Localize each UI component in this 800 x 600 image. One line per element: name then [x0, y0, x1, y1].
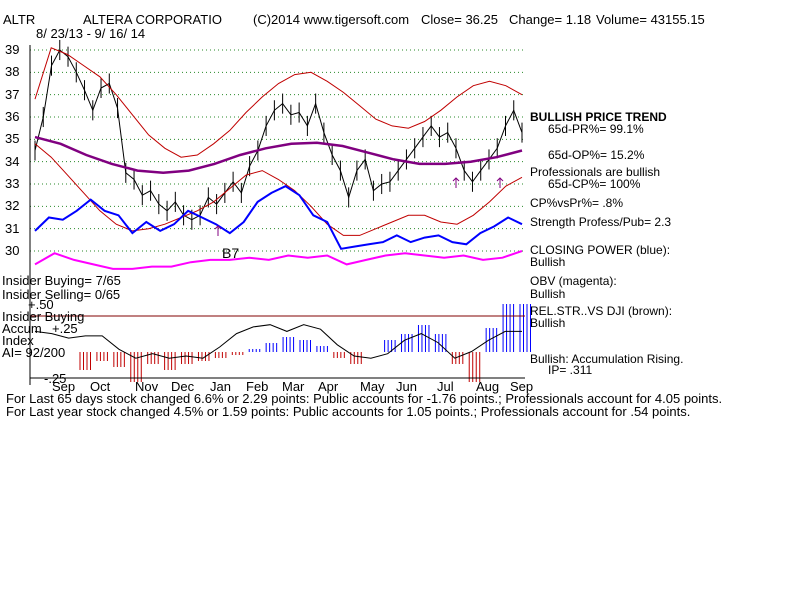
closing-power-status: Bullish — [530, 255, 566, 269]
x-tick-label: Aug — [476, 379, 500, 394]
insider-selling-count: Insider Selling= 0/65 — [2, 287, 121, 302]
rel-str-vs-dji-line — [34, 324, 522, 359]
cp65-value: 65d-CP%= 100% — [548, 177, 641, 191]
y-tick-label: 32 — [5, 198, 20, 214]
cp-vs-pr-value: CP%vsPr%= .8% — [530, 196, 624, 210]
x-tick-label: Sep — [52, 379, 76, 394]
rel-strength-label: REL.STR..VS DJI (brown): — [530, 304, 673, 318]
professionals-status: Professionals are bullish — [530, 165, 661, 179]
strength-ratio: Strength Profess/Pub= 2.3 — [530, 215, 672, 229]
obv-status: Bullish — [530, 287, 566, 301]
obv-line — [34, 250, 523, 270]
x-tick-label: Jun — [396, 379, 417, 394]
rel-strength-status: Bullish — [530, 316, 566, 330]
y-tick-label: 31 — [5, 220, 20, 236]
x-tick-label: Apr — [318, 379, 339, 394]
insider-buying-line-label: Insider Buying — [2, 309, 85, 324]
acc-level-plus50: +.50 — [28, 297, 54, 312]
y-tick-label: 37 — [5, 86, 20, 102]
index-label: Index — [2, 333, 34, 348]
grid-lines — [30, 49, 525, 252]
x-tick-label: Oct — [90, 379, 111, 394]
insider-buying-count: Insider Buying= 7/65 — [2, 273, 121, 288]
x-tick-label: Nov — [135, 379, 159, 394]
y-tick-label: 33 — [5, 176, 20, 191]
closing-power-line — [34, 185, 523, 250]
acc-level-plus25: +.25 — [52, 321, 78, 336]
ticker: ALTR — [3, 12, 36, 27]
price-hlc-line — [34, 49, 523, 221]
close-value: Close= 36.25 — [421, 12, 498, 27]
band-upper-line — [34, 47, 523, 158]
x-tick-label: Mar — [282, 379, 305, 394]
x-tick-label: Sep — [510, 379, 534, 394]
accum-label: Accum — [2, 321, 42, 336]
x-tick-label: Jan — [210, 379, 231, 394]
summary-65-days: For Last 65 days stock changed 6.6% or 2… — [6, 391, 723, 406]
pr65-value: 65d-PR%= 99.1% — [548, 122, 644, 136]
series-lines — [34, 39, 523, 359]
x-tick-label: Dec — [171, 379, 195, 394]
closing-power-label: CLOSING POWER (blue): — [530, 243, 671, 257]
accumulation-status: Bullish: Accumulation Rising. — [530, 352, 684, 366]
moving-average-line — [34, 135, 523, 175]
axes — [29, 45, 525, 385]
summary-last-year: For Last year stock changed 4.5% or 1.59… — [6, 404, 691, 419]
bullish-trend-label: BULLISH PRICE TREND — [530, 110, 667, 124]
acc-level-minus25: -.25 — [44, 371, 67, 386]
ip-value: IP= .311 — [548, 363, 593, 377]
x-tick-label: May — [360, 379, 385, 394]
change-value: Change= 1.18 — [509, 12, 592, 27]
y-tick-label: 34 — [5, 153, 20, 169]
y-tick-label: 39 — [5, 42, 20, 57]
ai-value: AI= 92/200 — [2, 345, 66, 360]
x-tick-label: Jul — [437, 379, 454, 394]
company-name: ALTERA CORPORATIO — [83, 12, 222, 27]
signal-arrow-icon — [452, 177, 460, 188]
x-tick-label: Feb — [246, 379, 269, 394]
obv-label: OBV (magenta): — [530, 274, 617, 288]
volume-value: Volume= 43155.15 — [596, 12, 705, 27]
copyright: (C)2014 www.tigersoft.com — [253, 12, 410, 27]
y-tick-label: 35 — [5, 131, 20, 147]
signal-arrow-icon — [496, 177, 504, 188]
y-tick-label: 38 — [5, 64, 20, 80]
band-lower-line — [34, 143, 523, 236]
b7-signal-label: B7 — [222, 245, 240, 261]
op65-value: 65d-OP%= 15.2% — [548, 148, 645, 162]
accumulation-histogram — [79, 304, 531, 382]
y-tick-label: 30 — [5, 243, 20, 258]
y-tick-label: 36 — [5, 109, 20, 124]
signal-arrow-icon — [214, 225, 222, 236]
date-range: 8/ 23/13 - 9/ 16/ 14 — [36, 26, 146, 41]
